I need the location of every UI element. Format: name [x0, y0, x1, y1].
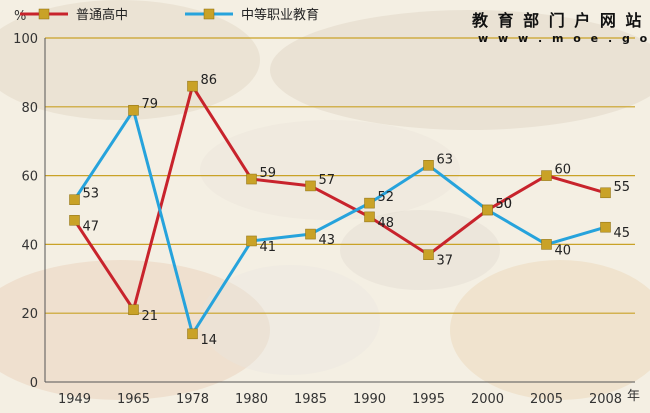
legend-entry-label: 普通高中 [76, 7, 128, 23]
data-point [187, 328, 198, 340]
legend: 普通高中 中等职业教育 [20, 7, 319, 23]
data-point [364, 197, 375, 209]
data-point [600, 221, 611, 233]
x-tick-label: 1978 [176, 392, 209, 407]
x-tick-label: 1949 [58, 392, 91, 407]
series-line-1 [73, 108, 606, 336]
data-point [541, 170, 552, 181]
x-tick-label: 1985 [294, 392, 327, 407]
data-point [246, 235, 257, 247]
site-url: w w w . m o e . g o v . c n [478, 32, 650, 45]
data-label: 50 [496, 197, 513, 212]
y-axis: 0 20 40 60 80 100% [13, 9, 38, 391]
data-label: 43 [319, 233, 336, 248]
x-axis-label: 年 [627, 389, 640, 404]
data-label: 48 [378, 216, 395, 231]
y-axis-label: % [14, 9, 26, 24]
data-label: 55 [614, 180, 631, 195]
x-tick-label: 1965 [117, 392, 150, 407]
y-tick-label: 20 [21, 307, 38, 322]
x-tick-label: 1980 [235, 392, 268, 407]
data-label: 50 [496, 197, 513, 212]
data-point [305, 228, 316, 240]
data-label: 52 [378, 190, 395, 205]
data-label: 14 [201, 333, 218, 348]
x-axis: 1949 1965 1978 1980 1985 1990 1995 2000 2005 2008… [58, 389, 640, 407]
data-point [128, 304, 139, 316]
data-label: 45 [614, 226, 631, 241]
legend-marker [38, 8, 50, 20]
data-label: 63 [437, 152, 454, 167]
data-point [246, 173, 257, 185]
data-label: 40 [555, 243, 572, 258]
y-tick-label: 40 [21, 238, 38, 253]
x-tick-label: 2008 [589, 392, 622, 407]
y-tick-label: 0 [30, 376, 38, 391]
data-point [541, 239, 552, 250]
y-tick-label: 60 [21, 170, 38, 185]
x-tick-label: 2000 [471, 392, 504, 407]
x-tick-label: 2005 [530, 392, 563, 407]
legend-marker [203, 8, 215, 20]
data-label: 79 [142, 97, 159, 112]
series-line-0 [73, 84, 606, 312]
x-tick-label: 1990 [353, 392, 386, 407]
data-label: 60 [555, 163, 572, 178]
series-layer [69, 80, 611, 340]
x-tick-label: 1995 [412, 392, 445, 407]
data-label: 21 [142, 309, 159, 324]
data-point [600, 187, 611, 199]
data-label: 53 [83, 187, 100, 202]
data-point [69, 215, 80, 226]
data-label: 37 [437, 254, 454, 269]
data-label: 59 [260, 166, 277, 181]
data-point [364, 211, 375, 223]
data-label: 86 [201, 73, 218, 88]
y-tick-label: 80 [21, 101, 38, 116]
data-label: 41 [260, 240, 277, 255]
y-tick-label: 100 [13, 32, 38, 47]
data-label: 57 [319, 173, 336, 188]
plot-area [44, 37, 635, 383]
data-point [128, 104, 139, 116]
data-label: 47 [83, 219, 100, 234]
data-point [69, 194, 80, 205]
site-title: 教 育 部 门 户 网 站 [472, 11, 643, 30]
data-point [187, 80, 198, 92]
legend-entry-label: 中等职业教育 [241, 7, 319, 23]
data-point [423, 249, 434, 260]
data-point [482, 204, 493, 216]
data-point [423, 160, 434, 171]
data-point [305, 180, 316, 192]
